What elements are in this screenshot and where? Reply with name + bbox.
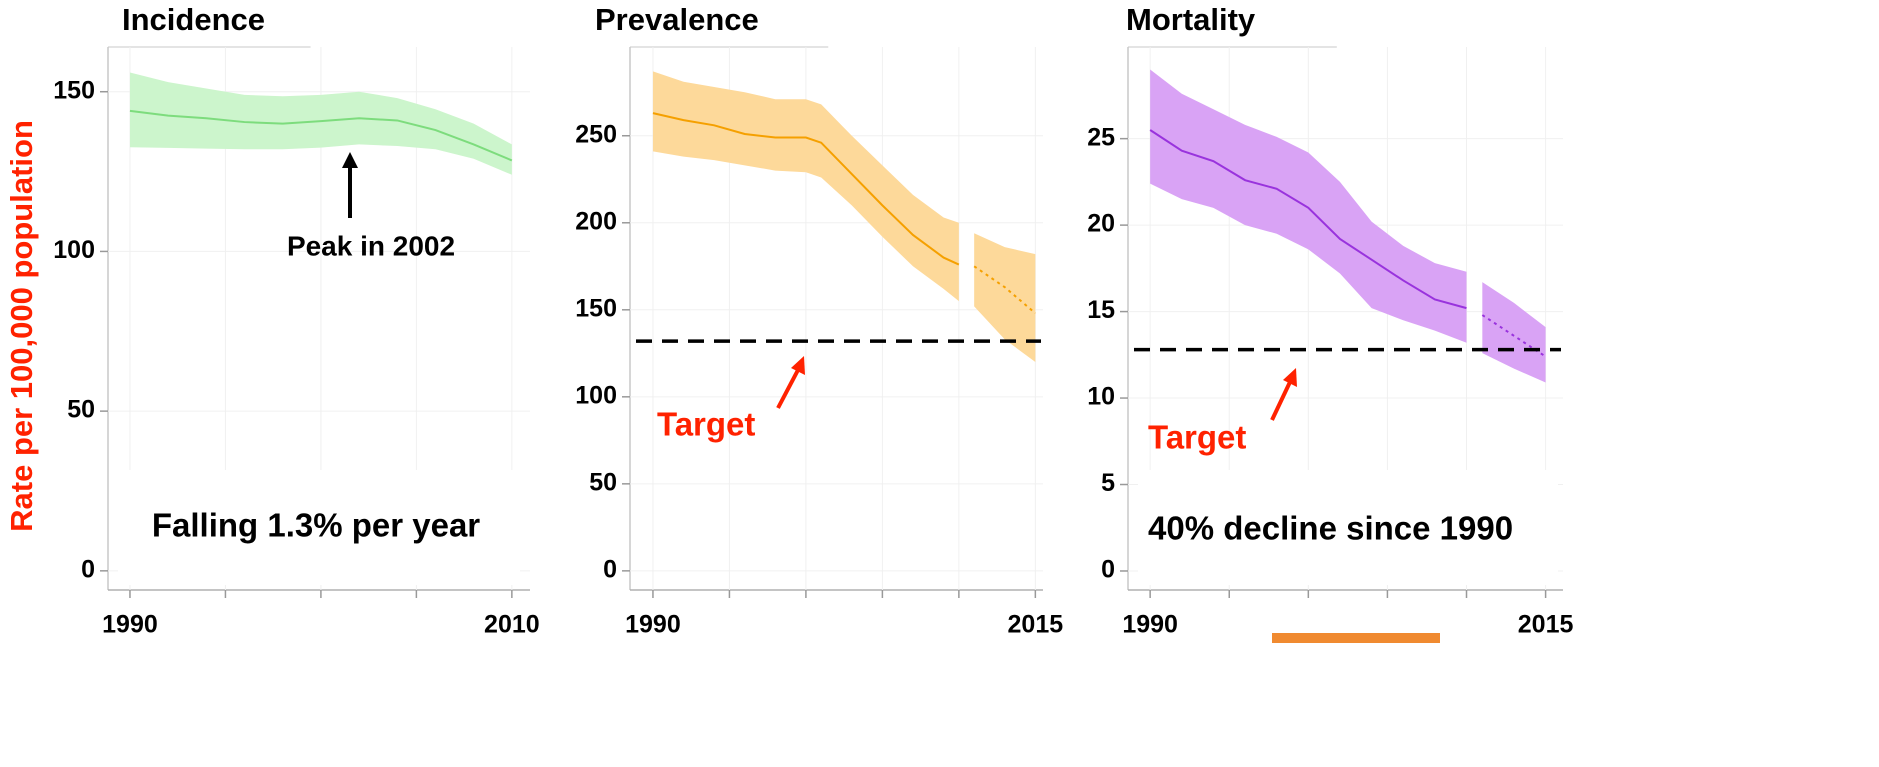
line bbox=[973, 265, 1037, 315]
target-label: Target bbox=[657, 406, 755, 443]
band bbox=[1482, 282, 1546, 383]
y-tick-label: 50 bbox=[67, 396, 95, 424]
y-tick-label: 50 bbox=[589, 468, 617, 496]
y-tick-label: 0 bbox=[81, 555, 95, 583]
y-tick-label: 200 bbox=[575, 207, 617, 235]
band bbox=[129, 72, 512, 175]
chart-title: Prevalence bbox=[595, 2, 759, 37]
y-tick-label: 10 bbox=[1087, 383, 1115, 411]
y-tick-label: 15 bbox=[1087, 296, 1115, 324]
annotation-box bbox=[1138, 470, 1558, 585]
arrow bbox=[776, 369, 800, 409]
arrow-head bbox=[791, 356, 805, 375]
annotation-box bbox=[118, 470, 520, 585]
x-tick-label: 2015 bbox=[1008, 611, 1064, 639]
arrow-head bbox=[1283, 368, 1297, 387]
y-tick-label: 150 bbox=[53, 76, 95, 104]
y-tick-label: 0 bbox=[1101, 556, 1115, 584]
line bbox=[129, 109, 513, 162]
y-tick-label: 5 bbox=[1101, 469, 1115, 497]
line bbox=[652, 112, 960, 266]
annotation: Peak in 2002 bbox=[287, 230, 455, 261]
line bbox=[1149, 129, 1467, 310]
annotation: 40% decline since 1990 bbox=[1148, 510, 1513, 547]
band bbox=[1150, 69, 1467, 343]
x-tick-label: 1990 bbox=[625, 611, 681, 639]
y-tick-label: 100 bbox=[575, 381, 617, 409]
y-axis-label: Rate per 100,000 population bbox=[4, 120, 39, 532]
decor-bar bbox=[1272, 633, 1440, 643]
x-tick-label: 1990 bbox=[1122, 611, 1178, 639]
y-tick-label: 0 bbox=[603, 555, 617, 583]
y-tick-label: 250 bbox=[575, 120, 617, 148]
annotation: Falling 1.3% per year bbox=[152, 507, 480, 544]
x-tick-label: 2015 bbox=[1518, 611, 1574, 639]
arrow bbox=[1270, 381, 1292, 421]
chart-title: Mortality bbox=[1126, 2, 1256, 37]
x-tick-label: 2010 bbox=[484, 611, 540, 639]
y-tick-label: 100 bbox=[53, 236, 95, 264]
y-tick-label: 150 bbox=[575, 294, 617, 322]
y-tick-label: 20 bbox=[1087, 210, 1115, 238]
y-tick-label: 25 bbox=[1087, 123, 1115, 151]
arrow-head bbox=[342, 152, 358, 168]
chart-title: Incidence bbox=[122, 2, 265, 37]
band bbox=[974, 233, 1036, 363]
target-label: Target bbox=[1148, 419, 1246, 456]
x-tick-label: 1990 bbox=[102, 611, 158, 639]
